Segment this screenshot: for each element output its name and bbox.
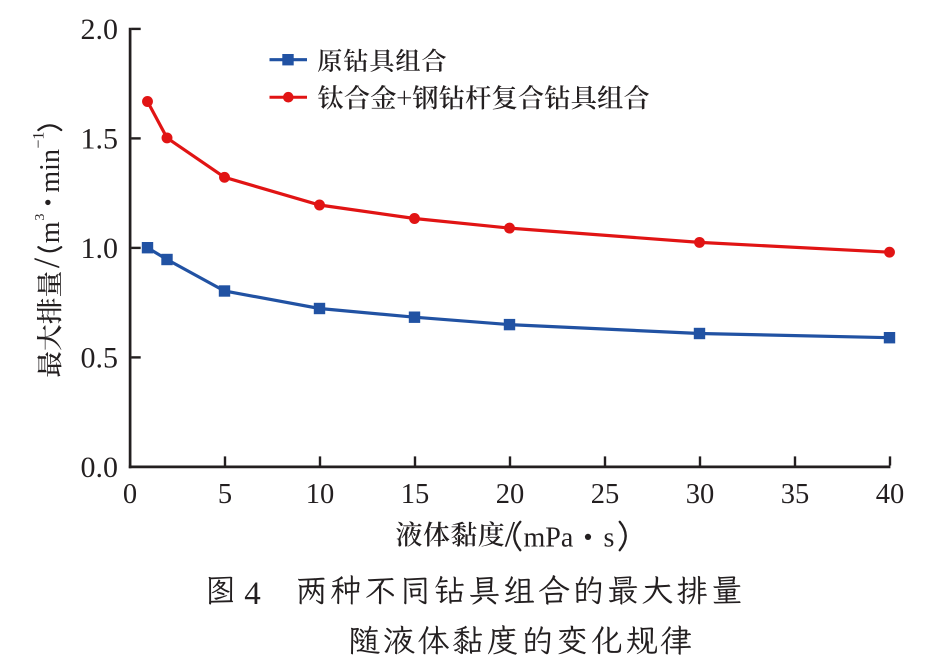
svg-text:5: 5 bbox=[218, 479, 232, 510]
svg-text:0: 0 bbox=[123, 479, 137, 510]
svg-text:m: m bbox=[35, 221, 66, 243]
svg-text:30: 30 bbox=[686, 479, 715, 510]
svg-text:20: 20 bbox=[496, 479, 525, 510]
svg-text:2.0: 2.0 bbox=[81, 13, 119, 46]
svg-text:0.5: 0.5 bbox=[81, 341, 119, 374]
svg-text:1.5: 1.5 bbox=[81, 122, 119, 155]
svg-text:25: 25 bbox=[591, 479, 620, 510]
svg-text:min: min bbox=[35, 149, 66, 193]
svg-text:s: s bbox=[604, 523, 615, 554]
svg-text:1.0: 1.0 bbox=[81, 232, 119, 265]
svg-text:10: 10 bbox=[306, 479, 335, 510]
svg-text:15: 15 bbox=[401, 479, 430, 510]
svg-text:mPa: mPa bbox=[524, 523, 574, 554]
svg-text:4: 4 bbox=[244, 576, 260, 612]
svg-text:/: / bbox=[27, 257, 68, 268]
svg-text:/: / bbox=[505, 514, 516, 555]
svg-text:−1: −1 bbox=[31, 132, 48, 149]
svg-text:0.0: 0.0 bbox=[81, 451, 119, 484]
svg-text:3: 3 bbox=[33, 214, 48, 221]
svg-text:40: 40 bbox=[876, 479, 905, 510]
svg-text:35: 35 bbox=[781, 479, 810, 510]
